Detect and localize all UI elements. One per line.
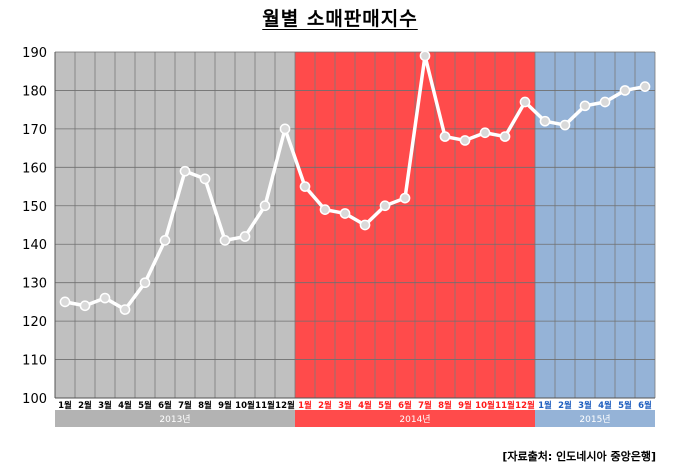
data-point <box>439 131 451 142</box>
year-band-2 <box>535 410 655 427</box>
x-tick-label: 12월 <box>515 400 535 411</box>
x-tick-label: 11월 <box>495 400 515 411</box>
year-band-label: 2015년 <box>579 414 610 425</box>
data-point <box>179 165 191 177</box>
data-point <box>59 296 71 308</box>
data-point <box>79 300 91 312</box>
x-tick-label: 2월 <box>558 400 572 411</box>
x-tick-label: 5월 <box>378 400 392 411</box>
data-point <box>99 292 111 304</box>
year-bands: 2013년 2014년 2015년 <box>55 410 655 427</box>
data-point <box>259 200 271 212</box>
data-point <box>599 96 611 108</box>
data-point <box>579 100 591 112</box>
data-point <box>619 85 631 96</box>
x-tick-label: 1월 <box>58 400 72 411</box>
data-point <box>239 231 251 242</box>
y-tick-label: 180 <box>22 84 47 99</box>
source-note: [자료출처: 인도네시아 중앙은행] <box>502 450 656 463</box>
data-point <box>419 50 431 62</box>
data-point <box>159 235 171 246</box>
data-point <box>539 115 551 127</box>
x-tick-label: 7월 <box>418 400 432 411</box>
year-band-label: 2014년 <box>399 414 430 425</box>
x-tick-label: 3월 <box>338 400 352 411</box>
y-tick-label: 170 <box>22 123 47 138</box>
y-tick-label: 150 <box>22 200 47 215</box>
data-point <box>399 192 411 204</box>
data-point <box>139 277 151 289</box>
data-point <box>359 219 371 231</box>
x-tick-label: 2월 <box>318 400 332 411</box>
x-tick-label: 1월 <box>298 400 312 411</box>
series <box>59 50 651 315</box>
axes <box>54 52 655 399</box>
x-tick-label: 8월 <box>198 400 212 411</box>
y-tick-label: 130 <box>22 277 47 292</box>
x-tick-label: 10월 <box>235 400 255 411</box>
year-band-1 <box>295 410 535 427</box>
x-tick-label: 5월 <box>618 400 632 411</box>
x-tick-label: 4월 <box>598 400 612 411</box>
y-tick-label: 160 <box>22 161 47 176</box>
data-point <box>199 173 211 185</box>
x-tick-label: 3월 <box>98 400 112 411</box>
x-tick-label: 1월 <box>538 400 552 411</box>
data-point <box>519 96 531 108</box>
x-tick-labels: 1월 2월 3월 4월 5월 6월 7월 8월 9월 10월 11월 12월 1월 2월 3월 4월 5월 6월 7… <box>58 400 652 411</box>
y-tick-label: 140 <box>22 238 47 253</box>
data-point <box>119 304 131 315</box>
data-point <box>459 135 471 146</box>
data-point <box>299 181 311 192</box>
data-point <box>559 119 571 131</box>
y-tick-label: 120 <box>22 315 47 330</box>
data-point <box>279 123 291 135</box>
x-tick-label: 9월 <box>218 400 232 411</box>
data-point <box>339 208 351 219</box>
data-point <box>479 127 491 139</box>
x-tick-label: 8월 <box>438 400 452 411</box>
y-tick-label: 190 <box>22 46 47 61</box>
x-tick-label: 10월 <box>475 400 495 411</box>
y-tick-label: 110 <box>22 354 47 369</box>
x-tick-label: 6월 <box>638 400 652 411</box>
x-tick-label: 6월 <box>398 400 412 411</box>
x-tick-label: 11월 <box>255 400 275 411</box>
data-point <box>499 131 511 142</box>
x-tick-label: 9월 <box>458 400 472 411</box>
year-band-label: 2013년 <box>159 414 190 425</box>
x-tick-label: 12월 <box>275 400 295 411</box>
x-tick-label: 4월 <box>118 400 132 411</box>
data-point <box>639 81 651 92</box>
x-tick-label: 6월 <box>158 400 172 411</box>
data-point <box>319 204 331 215</box>
x-tick-label: 3월 <box>578 400 592 411</box>
x-tick-label: 5월 <box>138 400 152 411</box>
data-point <box>379 200 391 212</box>
x-tick-label: 2월 <box>78 400 92 411</box>
x-tick-label: 4월 <box>358 400 372 411</box>
data-point <box>219 235 231 246</box>
x-tick-label: 7월 <box>178 400 192 411</box>
y-tick-label: 100 <box>22 392 47 407</box>
year-band-0 <box>55 410 295 427</box>
y-tick-labels: 100 110 120 130 140 150 160 170 180 190 <box>22 46 47 407</box>
chart-title: 월별 소매판매지수 <box>262 8 418 30</box>
